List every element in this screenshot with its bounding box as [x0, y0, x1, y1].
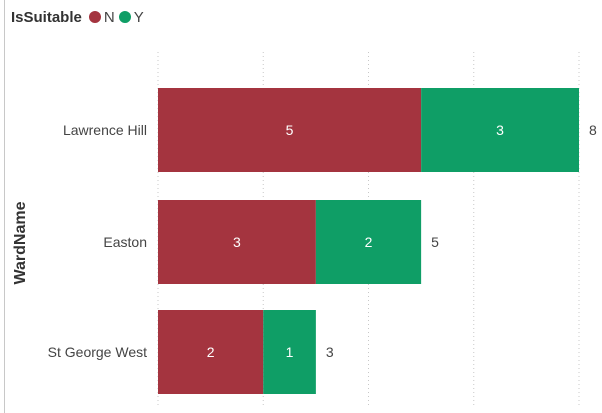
data-label: 5: [286, 122, 294, 138]
data-label: 2: [365, 234, 373, 250]
data-label: 3: [233, 234, 241, 250]
legend-item-n[interactable]: N: [88, 8, 115, 26]
category-label: St George West: [48, 344, 147, 360]
legend-title: IsSuitable: [11, 8, 82, 26]
bar-segment-n[interactable]: [158, 310, 264, 394]
total-label: 5: [431, 234, 439, 250]
bar-segment-y[interactable]: [263, 310, 316, 394]
data-label: 2: [207, 344, 215, 360]
frame-border: [4, 0, 5, 413]
legend: IsSuitable N Y: [11, 7, 148, 27]
bar-segment-y[interactable]: [315, 200, 422, 284]
legend-item-y[interactable]: Y: [118, 8, 144, 26]
bar-segment-y[interactable]: [421, 88, 579, 172]
data-label: 1: [286, 344, 294, 360]
total-label: 8: [589, 122, 597, 138]
legend-dot-n-icon: [88, 11, 101, 23]
legend-label-y: Y: [133, 8, 144, 26]
category-label: Easton: [103, 234, 147, 250]
total-label: 3: [326, 344, 334, 360]
bar-segment-n[interactable]: [158, 88, 422, 172]
category-label: Lawrence Hill: [63, 122, 147, 138]
bar-segment-n[interactable]: [158, 200, 316, 284]
legend-dot-y-icon: [118, 11, 131, 23]
data-label: 3: [496, 122, 504, 138]
legend-label-n: N: [103, 8, 115, 26]
y-axis-title: WardName: [12, 201, 29, 284]
